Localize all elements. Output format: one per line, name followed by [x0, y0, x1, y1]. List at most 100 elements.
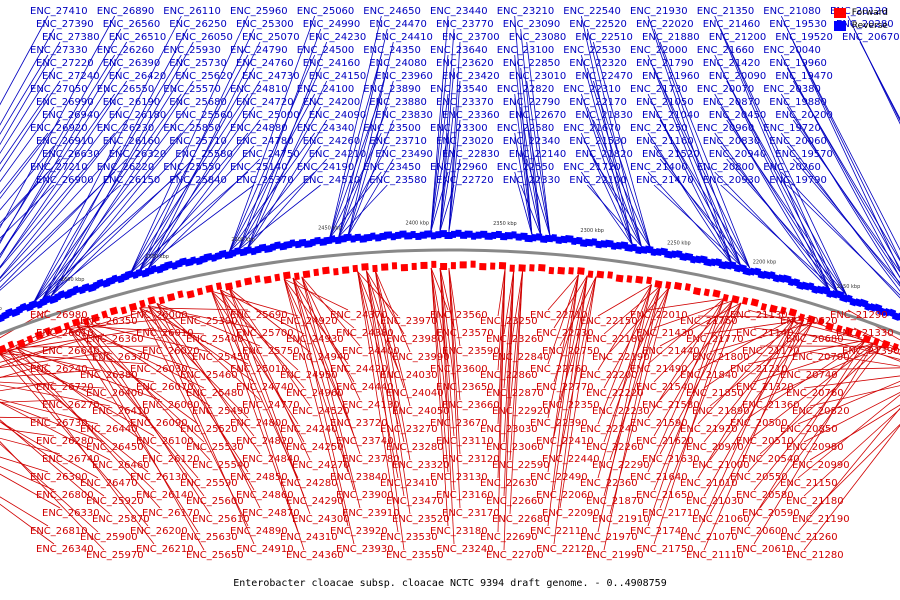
forward-leader-line: [709, 322, 813, 353]
forward-leader-line: [301, 276, 361, 347]
forward-gene-block: [63, 322, 71, 331]
forward-gene-label: ENC_26440: [80, 424, 138, 435]
forward-gene-block: [16, 338, 26, 348]
reverse-leader-line: [41, 106, 188, 300]
forward-leader-line: [647, 298, 725, 419]
forward-leader-line: [0, 465, 55, 491]
forward-leader-line: [77, 325, 205, 335]
forward-leader-line: [139, 307, 249, 473]
forward-gene-label: ENC_22680: [492, 514, 550, 525]
forward-leader-line: [156, 303, 261, 509]
forward-gene-label: ENC_26270: [42, 400, 100, 411]
reverse-gene-block: [464, 230, 473, 238]
forward-gene-block: [557, 266, 566, 275]
forward-gene-block: [568, 267, 574, 275]
forward-leader-line: [497, 269, 506, 371]
reverse-leader-line: [653, 184, 742, 267]
forward-gene-block: [779, 306, 787, 315]
reverse-gene-block: [343, 233, 353, 242]
forward-gene-label: ENC_26730: [30, 418, 88, 429]
forward-gene-label: ENC_26210: [136, 544, 194, 555]
forward-gene-label: ENC_24310: [280, 532, 338, 543]
reverse-leader-line: [726, 119, 848, 297]
forward-leader-line: [697, 315, 796, 318]
reverse-leader-line: [0, 184, 121, 291]
reverse-gene-block: [404, 232, 413, 240]
reverse-gene-block: [584, 238, 594, 247]
forward-gene-label: ENC_21750: [636, 544, 694, 555]
forward-gene-label: ENC_24840: [242, 454, 300, 465]
forward-leader-line: [559, 276, 597, 509]
forward-gene-block: [431, 260, 437, 268]
reverse-gene-block: [455, 229, 462, 237]
forward-leader-line: [283, 279, 349, 473]
forward-gene-label: ENC_24850: [230, 472, 288, 483]
forward-leader-line: [439, 267, 455, 437]
reverse-gene-label: ENC_24150: [309, 71, 367, 82]
forward-gene-block: [731, 295, 740, 304]
reverse-leader-line: [229, 54, 316, 252]
reverse-leader-line: [0, 28, 122, 245]
forward-leader-line: [0, 401, 105, 443]
reverse-leader-line: [130, 132, 249, 274]
reverse-leader-line: [439, 106, 455, 233]
reverse-gene-block: [190, 256, 197, 265]
reverse-gene-label: ENC_25680: [169, 97, 227, 108]
reverse-gene-label: ENC_20800: [697, 162, 755, 173]
forward-gene-block: [120, 306, 128, 315]
reverse-gene-label: ENC_26560: [103, 19, 161, 30]
forward-leader-line: [809, 404, 900, 461]
reverse-gene-block: [591, 238, 597, 246]
strand-legend: Forward Reverse: [833, 8, 888, 34]
forward-gene-label: ENC_23470: [386, 496, 444, 507]
forward-gene-label: ENC_21430: [636, 328, 694, 339]
reverse-leader-line: [229, 15, 316, 252]
reverse-gene-block: [610, 242, 617, 250]
forward-leader-line: [374, 270, 411, 407]
reverse-leader-line: [520, 145, 542, 236]
forward-gene-block: [282, 271, 291, 280]
reverse-gene-block: [203, 252, 213, 262]
forward-leader-line: [85, 322, 211, 407]
forward-gene-label: ENC_20990: [792, 460, 850, 471]
reverse-gene-block: [370, 232, 376, 240]
forward-gene-label: ENC_25450: [192, 352, 250, 363]
forward-leader-line: [0, 456, 49, 473]
forward-leader-line: [0, 496, 49, 527]
reverse-gene-label: ENC_26260: [97, 45, 155, 56]
forward-leader-line: [292, 277, 355, 545]
forward-gene-block: [854, 329, 862, 338]
forward-gene-label: ENC_22870: [486, 388, 544, 399]
forward-gene-label: ENC_22090: [542, 508, 600, 519]
reverse-gene-label: ENC_23420: [442, 71, 500, 82]
forward-gene-label: ENC_23270: [380, 424, 438, 435]
forward-gene-label: ENC_24960: [286, 388, 344, 399]
forward-gene-block: [760, 302, 768, 312]
legend-forward: Forward: [833, 8, 888, 18]
forward-leader-line: [0, 353, 149, 473]
forward-gene-block: [128, 302, 138, 312]
forward-gene-label: ENC_26740: [42, 454, 100, 465]
forward-leader-line: [753, 342, 874, 383]
reverse-gene-label: ENC_21880: [642, 32, 700, 43]
reverse-gene-label: ENC_23370: [436, 97, 494, 108]
reverse-gene-block: [310, 238, 316, 247]
forward-gene-block: [177, 290, 184, 299]
forward-leader-line: [503, 269, 515, 389]
forward-gene-label: ENC_21000: [692, 460, 750, 471]
reverse-leader-line: [0, 67, 55, 154]
reverse-leader-line: [130, 54, 249, 274]
forward-leader-line: [803, 408, 900, 497]
forward-gene-block: [274, 273, 281, 282]
reverse-gene-label: ENC_23620: [436, 58, 494, 69]
reverse-leader-line: [586, 184, 642, 247]
reverse-gene-label: ENC_27220: [36, 58, 94, 69]
forward-gene-block: [470, 260, 476, 268]
forward-leader-line: [0, 381, 55, 392]
forward-gene-label: ENC_26460: [92, 460, 150, 471]
reverse-leader-lines: [0, 15, 900, 303]
forward-gene-label: ENC_22290: [592, 460, 650, 471]
forward-gene-label: ENC_24400: [342, 346, 400, 357]
forward-gene-label: ENC_25530: [186, 442, 244, 453]
forward-leader-line: [292, 277, 355, 437]
